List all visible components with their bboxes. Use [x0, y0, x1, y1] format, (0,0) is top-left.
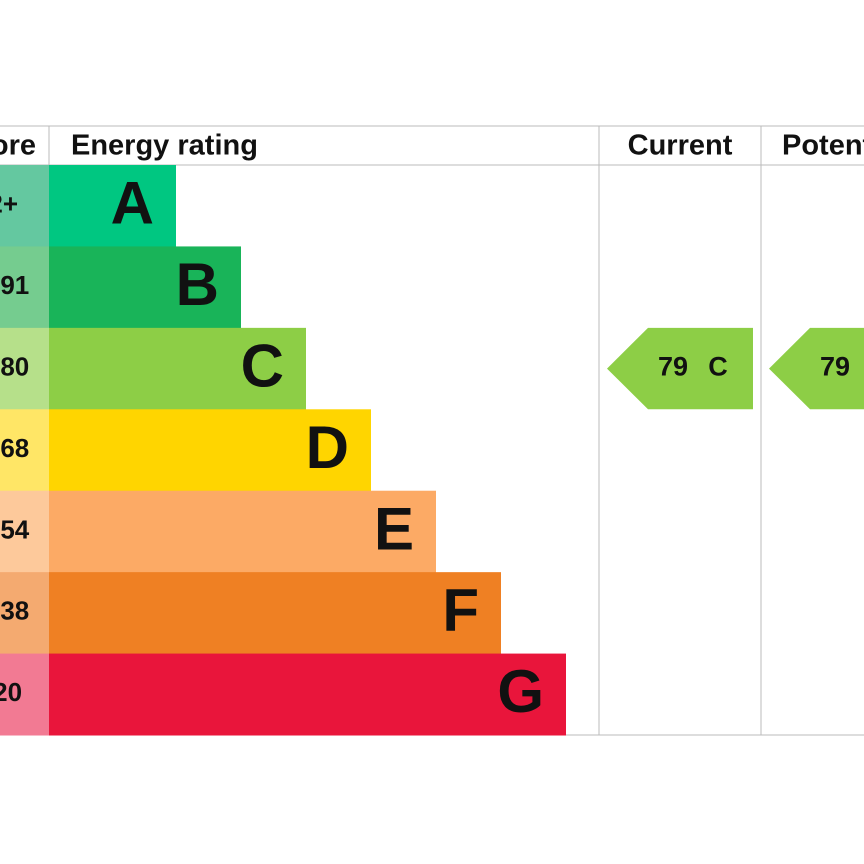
score-range: 81-91 — [0, 270, 29, 300]
rating-letter: A — [111, 170, 154, 237]
score-cell — [0, 490, 49, 573]
current-letter: C — [708, 352, 728, 382]
rating-letter: F — [442, 577, 479, 644]
score-cell — [0, 165, 49, 247]
rating-letter: G — [497, 658, 544, 725]
current-value: 79 — [658, 352, 688, 382]
score-cell — [0, 409, 49, 492]
header-score: Score — [0, 130, 36, 162]
rating-bar — [49, 572, 501, 655]
rating-letter: B — [176, 251, 219, 318]
rating-bar — [49, 327, 306, 410]
score-cell — [0, 327, 49, 410]
rating-bar — [49, 653, 566, 736]
rating-bar — [49, 490, 436, 573]
score-range: 55-68 — [0, 433, 29, 463]
header-current: Current — [628, 130, 733, 162]
score-cell — [0, 653, 49, 736]
score-range: 69-80 — [0, 351, 29, 381]
rating-bar — [49, 165, 176, 247]
rating-bar — [49, 409, 371, 492]
potential-value: 79 — [820, 352, 850, 382]
score-cell — [0, 246, 49, 329]
rating-bar — [49, 246, 241, 329]
potential-arrow — [769, 327, 864, 410]
rating-letter: D — [306, 414, 349, 481]
score-range: 1-20 — [0, 677, 22, 707]
rating-letter: C — [241, 332, 284, 399]
current-arrow — [607, 327, 753, 410]
score-range: 39-54 — [0, 514, 30, 544]
score-range: 92+ — [0, 189, 18, 219]
score-range: 21-38 — [0, 596, 29, 626]
rating-letter: E — [374, 495, 414, 562]
header-rating: Energy rating — [71, 130, 258, 162]
score-cell — [0, 572, 49, 655]
header-potential: Potential — [782, 130, 864, 162]
